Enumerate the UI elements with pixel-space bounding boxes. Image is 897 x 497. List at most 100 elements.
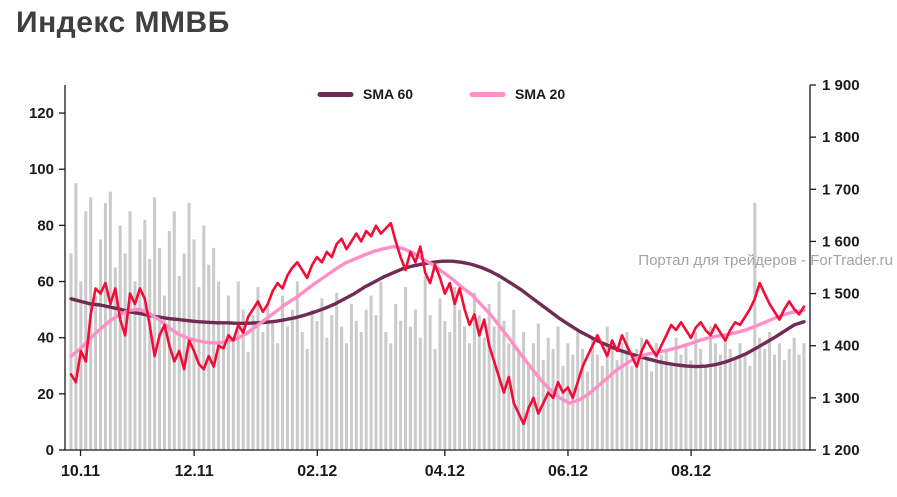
volume-bar bbox=[330, 315, 334, 450]
volume-bar bbox=[369, 295, 373, 450]
volume-bar bbox=[605, 326, 609, 450]
volume-bar bbox=[84, 211, 88, 450]
volume-bar bbox=[315, 320, 319, 450]
volume-bar bbox=[364, 309, 368, 450]
volume-bar bbox=[389, 343, 393, 450]
volume-bar bbox=[758, 337, 762, 450]
volume-bar bbox=[423, 275, 427, 450]
volume-bar bbox=[271, 320, 275, 450]
volume-bar bbox=[153, 197, 157, 450]
volume-bar bbox=[202, 225, 206, 450]
right-axis-tick-label: 1 600 bbox=[822, 233, 860, 250]
legend-item-sma60: SMA 60 bbox=[316, 86, 413, 102]
volume-bar bbox=[310, 309, 314, 450]
sma20-line-swatch bbox=[469, 91, 506, 97]
left-axis-tick-label: 80 bbox=[37, 217, 54, 234]
volume-bar bbox=[113, 267, 117, 450]
volume-bar bbox=[212, 247, 216, 450]
right-axis-tick-label: 1 700 bbox=[822, 181, 860, 198]
x-axis-tick-label: 02.12 bbox=[297, 463, 337, 480]
volume-bar bbox=[512, 309, 516, 450]
volume-bar bbox=[118, 225, 122, 450]
volume-bar bbox=[325, 337, 329, 450]
left-axis-tick-label: 0 bbox=[46, 442, 54, 459]
volume-bar bbox=[99, 239, 103, 450]
volume-bar bbox=[448, 332, 452, 450]
volume-bar bbox=[797, 354, 801, 450]
volume-bar bbox=[241, 309, 245, 450]
volume-bar bbox=[487, 304, 491, 450]
volume-bar bbox=[556, 326, 560, 450]
volume-bar bbox=[290, 309, 294, 450]
volume-bar bbox=[379, 281, 383, 450]
volume-bar bbox=[497, 281, 501, 450]
volume-bar bbox=[128, 211, 132, 450]
volume-bar bbox=[354, 320, 358, 450]
volume-bar bbox=[649, 371, 654, 450]
x-axis-tick-label: 12.11 bbox=[175, 463, 214, 480]
volume-bar bbox=[743, 354, 747, 450]
volume-bar bbox=[802, 343, 806, 450]
volume-bar bbox=[187, 202, 191, 450]
x-axis-tick-label: 06.12 bbox=[548, 463, 588, 480]
volume-bar bbox=[433, 348, 437, 450]
volume-bar bbox=[590, 337, 594, 450]
volume-bar bbox=[772, 354, 776, 450]
volume-bar bbox=[133, 281, 137, 450]
left-axis-tick-label: 60 bbox=[37, 274, 54, 291]
chart-title: Индекс ММВБ bbox=[16, 6, 230, 39]
volume-bar bbox=[177, 275, 181, 450]
volume-bar bbox=[507, 343, 511, 450]
right-axis-tick-label: 1 800 bbox=[822, 129, 860, 146]
right-axis-tick-label: 1 200 bbox=[822, 442, 860, 459]
right-axis-tick-label: 1 300 bbox=[822, 390, 860, 407]
volume-bar bbox=[404, 287, 408, 450]
volume-bar bbox=[300, 332, 304, 450]
watermark-text: Портал для трейдеров - ForTrader.ru bbox=[638, 252, 893, 269]
volume-bar bbox=[738, 343, 742, 450]
legend-item-sma20: SMA 20 bbox=[469, 86, 565, 102]
volume-bar bbox=[492, 326, 496, 450]
volume-bar bbox=[664, 348, 668, 450]
volume-bar bbox=[374, 315, 378, 450]
price-line bbox=[69, 221, 806, 426]
left-axis-tick-label: 40 bbox=[37, 330, 54, 347]
volume-bar bbox=[635, 348, 639, 450]
volume-bar bbox=[463, 326, 467, 450]
volume-bar bbox=[349, 304, 353, 450]
volume-bar bbox=[748, 365, 752, 450]
volume-bar bbox=[408, 326, 412, 450]
volume-bar bbox=[689, 360, 693, 450]
volume-bar bbox=[453, 287, 457, 450]
volume-bar bbox=[458, 309, 462, 450]
volume-bar bbox=[768, 332, 772, 450]
right-axis-tick-label: 1 400 bbox=[822, 338, 860, 355]
volume-bar bbox=[305, 348, 309, 450]
volume-bar bbox=[281, 295, 285, 450]
volume-bar bbox=[413, 309, 417, 450]
volume-bar bbox=[645, 360, 649, 450]
sma60-line-swatch bbox=[316, 91, 353, 97]
volume-bar bbox=[246, 351, 250, 450]
volume-bar bbox=[472, 292, 476, 450]
sma60-line bbox=[69, 259, 806, 369]
volume-bar bbox=[197, 287, 201, 450]
volume-bar bbox=[610, 348, 614, 450]
volume-bar bbox=[162, 295, 166, 450]
chart-legend: SMA 60 SMA 20 bbox=[316, 86, 565, 102]
volume-bar bbox=[182, 253, 186, 450]
volume-bar bbox=[399, 320, 403, 450]
volume-bar bbox=[143, 219, 147, 450]
volume-bar bbox=[443, 320, 447, 450]
volume-bar bbox=[713, 343, 717, 450]
volume-bar bbox=[192, 239, 196, 450]
left-axis-tick-label: 20 bbox=[37, 386, 54, 403]
volume-bar bbox=[595, 354, 599, 450]
volume-bar bbox=[733, 360, 737, 450]
volume-bar bbox=[285, 326, 289, 450]
volume-bar bbox=[630, 365, 634, 450]
volume-bar bbox=[335, 292, 339, 450]
volume-bar bbox=[704, 365, 708, 450]
volume-bar bbox=[438, 298, 442, 450]
